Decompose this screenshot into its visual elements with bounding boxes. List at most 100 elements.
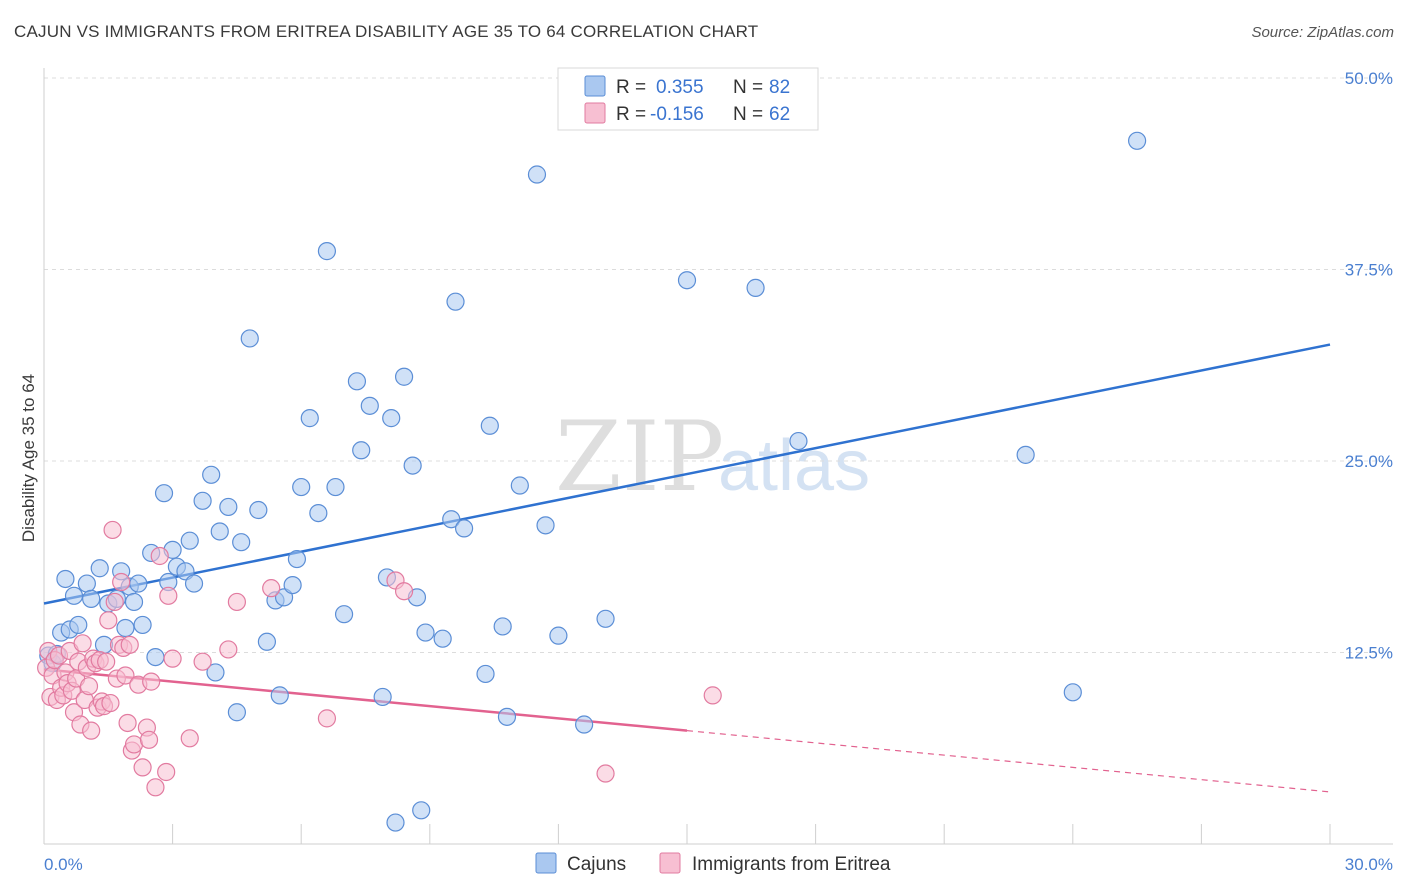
data-point	[69, 615, 88, 635]
y-tick-label: 50.0%	[1345, 69, 1393, 88]
bottom-legend-label-eritrea: Immigrants from Eritrea	[692, 854, 891, 875]
data-point	[789, 431, 808, 451]
legend-r-value-eritrea: -0.156	[650, 104, 704, 125]
data-point	[139, 730, 159, 749]
chart-title: CAJUN VS IMMIGRANTS FROM ERITREA DISABIL…	[14, 22, 759, 41]
data-point	[283, 575, 302, 595]
data-point	[150, 546, 169, 566]
legend-swatch-eritrea	[584, 102, 606, 124]
data-point	[124, 592, 144, 612]
correlation-legend: R = 0.355 N = 82 R = -0.156 N = 62	[557, 67, 819, 131]
data-point	[493, 617, 512, 636]
data-point	[146, 778, 165, 797]
data-point	[56, 569, 75, 589]
data-point	[360, 396, 379, 415]
y-tick-labels: 12.5% 25.0% 37.5% 50.0%	[1345, 69, 1393, 663]
data-point	[103, 520, 122, 540]
legend-n-label-eritrea: N =	[733, 104, 763, 125]
data-point	[412, 801, 431, 820]
data-point	[97, 652, 116, 671]
data-point	[746, 278, 765, 297]
data-point	[219, 640, 238, 659]
data-point	[116, 666, 135, 685]
data-point	[193, 652, 212, 671]
bottom-legend-label-cajuns: Cajuns	[567, 854, 626, 875]
data-point	[536, 516, 555, 535]
data-point	[232, 533, 251, 552]
data-point	[180, 729, 199, 748]
data-point	[118, 713, 137, 733]
data-point	[596, 764, 615, 783]
data-point	[77, 574, 96, 593]
data-point	[677, 271, 697, 290]
data-point	[1016, 445, 1035, 464]
data-point	[193, 491, 212, 510]
data-point	[575, 715, 594, 734]
data-point	[105, 592, 124, 612]
data-point	[64, 586, 84, 605]
data-point	[154, 484, 174, 503]
data-point	[101, 693, 120, 713]
data-point	[1063, 683, 1082, 702]
data-point	[82, 721, 101, 740]
data-point	[112, 572, 131, 592]
data-point	[497, 707, 517, 726]
data-point	[292, 477, 311, 497]
data-point	[133, 615, 152, 635]
data-point	[270, 686, 289, 705]
legend-r-label-cajuns: R =	[616, 77, 646, 98]
data-point	[262, 579, 281, 598]
x-tick-label-min: 0.0%	[44, 855, 83, 874]
legend-n-label-cajuns: N =	[733, 77, 763, 98]
data-point	[480, 416, 499, 435]
data-point	[1127, 131, 1147, 150]
data-point	[257, 632, 277, 651]
data-point	[142, 672, 161, 691]
series-eritrea	[37, 520, 722, 797]
data-point	[163, 649, 182, 668]
data-point	[352, 441, 371, 460]
data-point	[309, 503, 328, 523]
data-point	[129, 574, 148, 593]
data-point	[116, 618, 135, 638]
data-point	[249, 500, 268, 520]
data-point	[184, 574, 204, 593]
data-point	[210, 522, 229, 541]
data-point	[382, 409, 401, 428]
bottom-legend-swatch-eritrea	[659, 852, 681, 874]
data-point	[334, 605, 354, 624]
data-point	[373, 687, 392, 707]
data-point	[454, 519, 474, 538]
data-point	[549, 626, 568, 645]
data-point	[433, 629, 452, 648]
data-point	[73, 634, 92, 653]
data-point	[146, 647, 165, 667]
data-point	[527, 165, 547, 184]
x-tick-label-max: 30.0%	[1345, 855, 1393, 874]
y-tick-label: 37.5%	[1345, 261, 1393, 280]
data-point	[202, 465, 221, 484]
data-point	[227, 592, 246, 612]
legend-n-value-cajuns: 82	[769, 77, 790, 98]
data-point	[157, 762, 176, 782]
data-point	[206, 663, 225, 682]
source-credit: Source: ZipAtlas.com	[1251, 24, 1394, 41]
data-point	[317, 242, 337, 261]
data-point	[180, 531, 199, 550]
data-point	[227, 703, 246, 722]
trend-line-extended	[686, 730, 1331, 793]
legend-swatch-cajuns	[584, 75, 606, 97]
axes	[43, 68, 1393, 845]
legend-r-value-cajuns: 0.355	[656, 77, 704, 98]
data-point	[240, 329, 259, 348]
y-tick-label: 25.0%	[1345, 452, 1393, 471]
legend-r-label-eritrea: R =	[616, 104, 646, 125]
data-point	[596, 609, 615, 628]
data-point	[219, 497, 238, 517]
data-point	[347, 372, 367, 391]
data-point	[120, 635, 139, 654]
series-legend: Cajuns Immigrants from Eritrea	[535, 852, 891, 875]
data-point	[90, 559, 109, 578]
data-point	[326, 477, 345, 497]
